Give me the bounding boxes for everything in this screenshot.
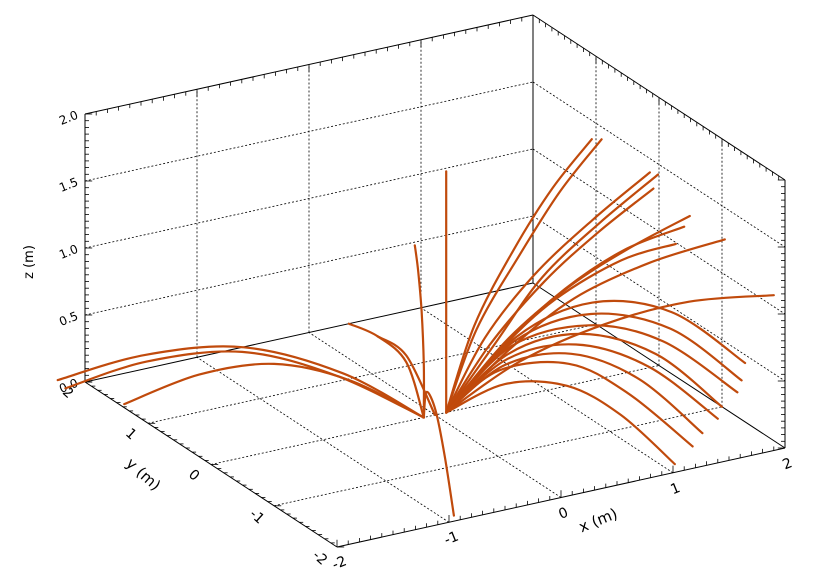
grid-layer xyxy=(84,39,786,523)
z-tick-label: 2.0 xyxy=(57,108,80,128)
x-tick-label: 1 xyxy=(668,480,682,498)
field-line-16 xyxy=(445,332,724,414)
y-axis-label: y (m) xyxy=(122,454,164,494)
z-axis-label: z (m) xyxy=(22,245,37,279)
field-line-2 xyxy=(413,244,426,419)
field-line-6 xyxy=(445,173,659,414)
field-line-21 xyxy=(56,345,425,419)
z-tick-label: 1.0 xyxy=(57,242,80,262)
x-tick-label: -1 xyxy=(442,529,461,549)
label-layer: x (m) y (m) z (m) xyxy=(22,245,620,536)
floor-gridline-y xyxy=(147,323,597,424)
field-line-11 xyxy=(445,225,686,414)
field-line-5 xyxy=(445,171,651,414)
x-tick-label: -2 xyxy=(330,553,349,569)
y-tick-label: -2 xyxy=(309,547,330,568)
field-line-19 xyxy=(445,299,747,414)
field-line-26 xyxy=(347,322,425,419)
box-edge xyxy=(84,282,534,383)
field-line-25 xyxy=(376,335,437,417)
field-line-7 xyxy=(445,187,655,414)
field-line-4 xyxy=(445,138,603,414)
series-layer xyxy=(56,138,775,517)
x-tick-label: 0 xyxy=(556,505,570,523)
field-line-8 xyxy=(445,214,691,414)
field-line-20 xyxy=(445,380,676,466)
z-tick-label: 1.5 xyxy=(57,175,80,195)
x-tick-label: 2 xyxy=(780,455,794,473)
field-line-24 xyxy=(422,390,455,517)
x-axis-label: x (m) xyxy=(576,505,620,537)
field-line-14 xyxy=(445,352,704,435)
z-tick-label: 0.5 xyxy=(57,309,80,329)
field-line-12 xyxy=(445,294,775,414)
back-wall-gridline-z xyxy=(84,148,534,249)
floor-gridline-x xyxy=(196,356,450,523)
z-tick-label: 0.0 xyxy=(57,376,80,396)
field-line-23 xyxy=(123,362,425,419)
y-tick-label: -1 xyxy=(246,506,267,527)
field-line-3 xyxy=(445,138,593,414)
y-tick-label: 1 xyxy=(122,425,139,443)
back-wall-gridline-z xyxy=(84,215,534,316)
box-edge xyxy=(532,282,786,449)
y-tick-label: 0 xyxy=(185,467,202,485)
field-line-15 xyxy=(445,343,719,420)
floor-gridline-y xyxy=(273,406,723,507)
back-wall-gridline-z xyxy=(84,81,534,182)
